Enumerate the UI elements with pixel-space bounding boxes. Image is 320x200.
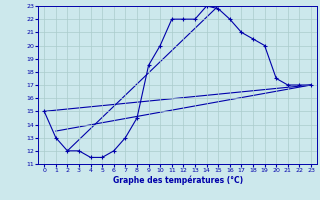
X-axis label: Graphe des températures (°C): Graphe des températures (°C) — [113, 176, 243, 185]
